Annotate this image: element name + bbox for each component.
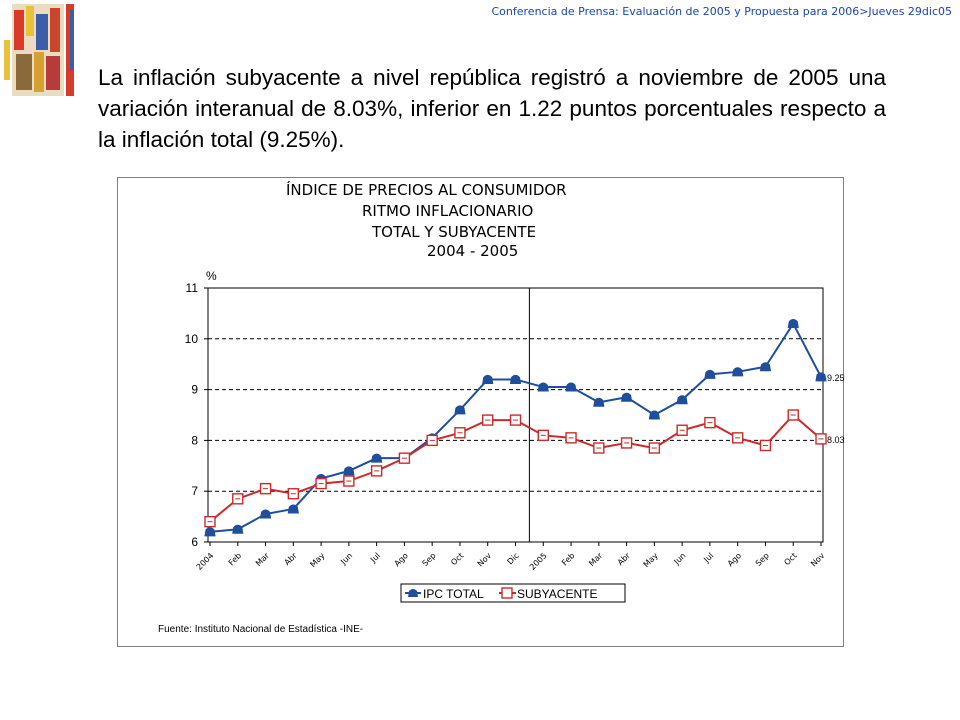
data-point-total (732, 367, 744, 377)
data-point-total (676, 395, 688, 405)
slide-header: Conferencia de Prensa: Evaluación de 200… (491, 5, 953, 18)
x-tick-label: Nov (809, 551, 827, 569)
data-point-total (454, 405, 466, 415)
x-tick-label: Jun (338, 551, 354, 567)
x-tick-label: Nov (476, 551, 494, 569)
x-tick-label: Jul (701, 551, 715, 565)
y-tick-label: 9 (191, 383, 198, 397)
data-point-total (537, 382, 549, 392)
data-point-total (509, 374, 522, 384)
data-point-total (343, 466, 355, 476)
x-tick-label: Oct (449, 551, 465, 567)
data-point-total (259, 509, 272, 519)
x-tick-label: Feb (227, 551, 243, 567)
x-tick-label: Mar (254, 551, 272, 569)
x-tick-label: Mar (587, 551, 605, 569)
legend-key-subyacente-icon (501, 587, 513, 599)
chart-title-line: RITMO INFLACIONARIO (362, 202, 533, 220)
data-point-total (787, 319, 799, 329)
data-point-total (565, 382, 577, 392)
data-point-total (482, 374, 494, 384)
x-tick-label: Sep (754, 551, 771, 568)
x-tick-label: Sep (421, 551, 438, 568)
x-tick-label: Feb (560, 551, 576, 567)
end-label-subyacente: 8.03% (827, 435, 845, 445)
data-point-total (704, 369, 716, 379)
y-tick-label: 8 (191, 433, 198, 447)
data-point-total (371, 453, 383, 463)
legend-key-total-icon (408, 589, 418, 597)
logo (2, 0, 78, 100)
x-tick-label: 2004 (195, 551, 216, 572)
chart-title-line: TOTAL Y SUBYACENTE (371, 223, 536, 241)
intro-paragraph: La inflación subyacente a nivel repúblic… (98, 65, 886, 152)
series-line-subyacente (209, 413, 822, 523)
x-tick-label: May (308, 551, 326, 569)
chart-frame: ÍNDICE DE PRECIOS AL CONSUMIDOR RITMO INF… (117, 177, 845, 647)
x-tick-label: Oct (782, 551, 798, 567)
data-point-total (759, 362, 772, 372)
y-axis-unit: % (206, 269, 217, 283)
chart-title-line: ÍNDICE DE PRECIOS AL CONSUMIDOR (286, 180, 567, 199)
data-point-total (648, 410, 660, 420)
x-tick-label: Ago (726, 551, 743, 568)
data-point-total (287, 504, 299, 514)
x-tick-label: May (642, 551, 660, 569)
legend-label-subyacente: SUBYACENTE (517, 587, 597, 601)
y-tick-label: 7 (191, 484, 198, 498)
x-tick-label: Dic (506, 551, 521, 566)
x-tick-label: Abr (283, 551, 300, 568)
data-point-total (232, 524, 244, 534)
chart-title-line: 2004 - 2005 (427, 242, 518, 260)
y-tick-label: 11 (186, 281, 199, 295)
x-tick-label: Jul (368, 551, 382, 565)
x-tick-label: Ago (393, 551, 410, 568)
y-tick-label: 6 (191, 535, 198, 549)
x-tick-label: Abr (616, 551, 633, 568)
x-tick-label: 2005 (528, 551, 549, 572)
y-tick-label: 10 (185, 332, 199, 346)
source-note: Fuente: Instituto Nacional de Estadístic… (158, 624, 363, 635)
end-label-total: 9.25% (827, 373, 845, 383)
data-point-total (204, 527, 216, 537)
data-point-total (621, 392, 633, 402)
data-point-total (593, 397, 605, 407)
series-line-total (209, 321, 822, 533)
data-point-total (815, 372, 827, 382)
chart: ÍNDICE DE PRECIOS AL CONSUMIDOR RITMO INF… (158, 180, 845, 635)
x-tick-label: Jun (672, 551, 688, 567)
legend-label-total: IPC TOTAL (423, 587, 484, 601)
